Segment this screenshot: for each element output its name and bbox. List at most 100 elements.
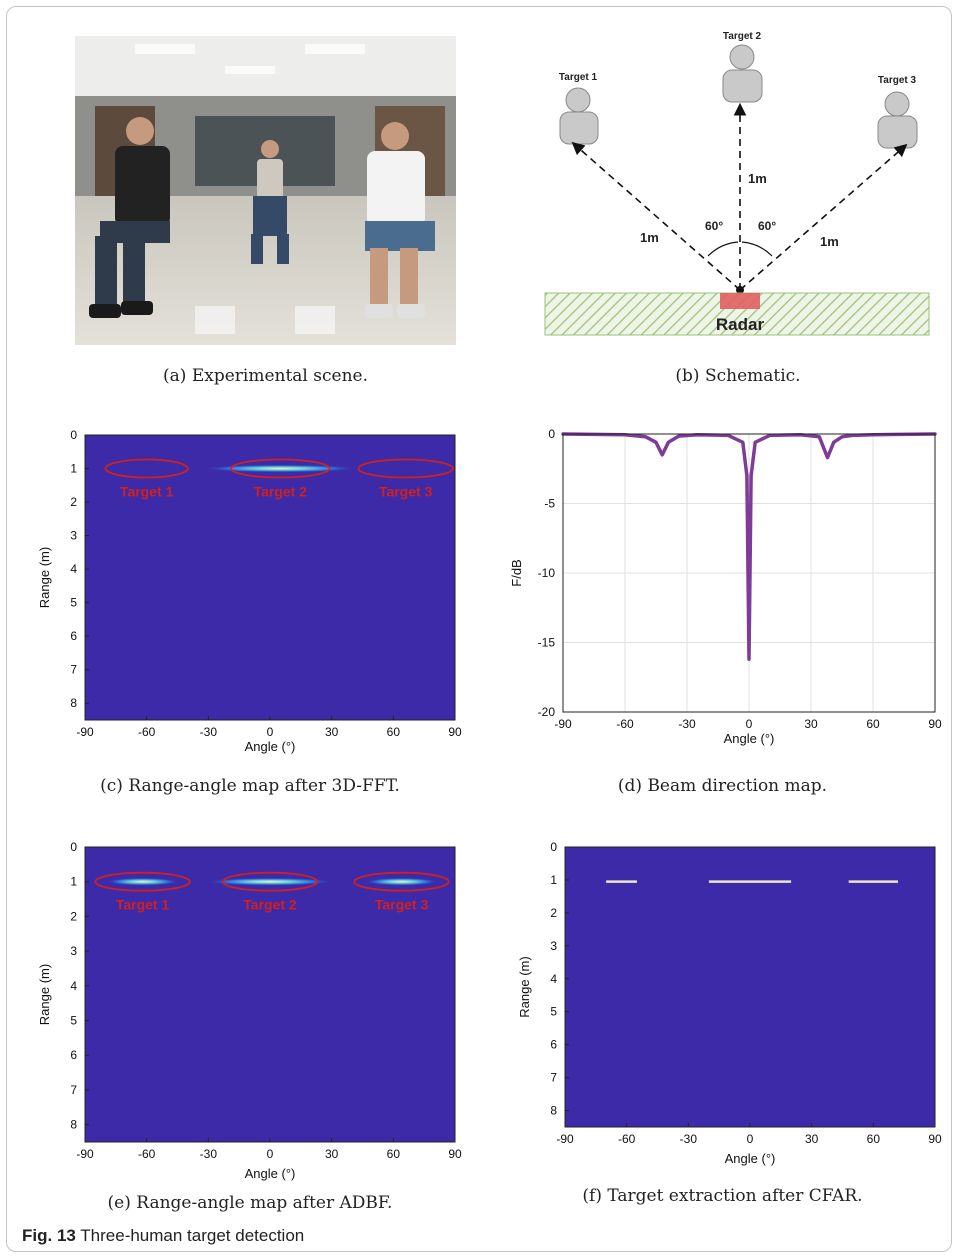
target-ellipse-1 (104, 458, 189, 479)
map-background (565, 847, 935, 1127)
plot-frame (564, 846, 936, 1128)
x-tick-label: -90 (556, 1132, 574, 1146)
y-tick-label: 6 (70, 1048, 77, 1062)
y-tick-label: 8 (70, 1118, 77, 1132)
x-tick-label: 90 (928, 717, 942, 731)
target-2-label: Target 2 (723, 31, 762, 42)
x-tick-label: -60 (138, 1147, 156, 1161)
y-tick-label: 7 (70, 1083, 77, 1097)
x-axis-label: Angle (°) (724, 731, 775, 746)
target-label-1: Target 1 (120, 484, 174, 500)
x-tick-label: 90 (448, 1147, 462, 1161)
x-tick-label: 30 (804, 717, 818, 731)
beam-pattern-line (561, 432, 937, 661)
plot-frame (562, 433, 936, 713)
y-tick-label: 6 (550, 1038, 557, 1052)
x-axis-label: Angle (°) (725, 1151, 776, 1166)
range-angle-map-adbf: -90 -60 -30 0 30 60 90 0 1 2 3 4 5 6 7 8 Angle (°) Range … (37, 840, 462, 1181)
x-tick-label: 0 (746, 717, 753, 731)
intensity-spot (206, 877, 334, 886)
x-tick-label: 60 (866, 717, 880, 731)
y-tick-label: 1 (70, 875, 77, 889)
y-tick-label: 7 (550, 1071, 557, 1085)
caption-e: (e) Range-angle map after ADBF. (107, 1193, 393, 1213)
y-tick-label: 1 (550, 873, 557, 887)
y-tick-label: 8 (550, 1104, 557, 1118)
map-background (85, 847, 455, 1142)
x-axis-label: Angle (°) (245, 739, 296, 754)
y-tick-label: 5 (70, 596, 77, 610)
y-tick-label: 5 (550, 1005, 557, 1019)
distance-label-middle: 1m (748, 171, 767, 186)
x-tick-label: -30 (680, 1132, 698, 1146)
x-tick-label: -90 (76, 725, 94, 739)
y-tick-label: 2 (550, 906, 557, 920)
x-tick-label: -30 (200, 725, 218, 739)
figure-caption: Fig. 13 Three-human target detection (22, 1226, 304, 1246)
radar-label: Radar (716, 315, 765, 334)
y-axis-label: Range (m) (517, 956, 532, 1017)
target-1-label: Target 1 (559, 72, 598, 83)
intensity-spot (203, 464, 358, 473)
y-tick-label: -15 (538, 636, 556, 650)
x-tick-label: 90 (928, 1132, 942, 1146)
target-extraction-cfar: -90 -60 -30 0 30 60 90 0 1 2 3 4 5 6 7 8 Angle (°) Range … (517, 840, 942, 1166)
x-tick-label: -60 (618, 1132, 636, 1146)
x-tick-label: 60 (387, 725, 401, 739)
intensity-spot (105, 877, 180, 886)
y-tick-label: 2 (70, 495, 77, 509)
target-label-2: Target 2 (243, 897, 297, 913)
map-background (85, 435, 455, 720)
y-tick-label: 7 (70, 663, 77, 677)
x-tick-label: -30 (200, 1147, 218, 1161)
angle-label-left: 60° (705, 219, 723, 233)
x-tick-label: 30 (325, 725, 339, 739)
target-ellipse-3 (353, 871, 450, 892)
x-tick-label: -60 (616, 717, 634, 731)
target-2-figure (722, 44, 763, 103)
x-tick-label: 60 (387, 1147, 401, 1161)
y-tick-label: -10 (538, 566, 556, 580)
caption-b: (b) Schematic. (675, 366, 801, 386)
x-tick-label: 90 (448, 725, 462, 739)
target-label-2: Target 2 (254, 484, 308, 500)
y-tick-label: 0 (70, 840, 77, 854)
x-tick-label: -90 (76, 1147, 94, 1161)
target-1-figure (559, 87, 599, 145)
y-tick-label: 4 (70, 979, 77, 993)
y-axis-label: Range (m) (37, 547, 52, 608)
x-tick-label: 60 (867, 1132, 881, 1146)
y-tick-label: 0 (550, 840, 557, 854)
y-tick-label: 0 (70, 428, 77, 442)
target-label-3: Target 3 (375, 897, 429, 913)
target-ellipse-3 (357, 458, 454, 479)
plot-frame (84, 434, 456, 721)
y-axis-label: F/dB (509, 559, 524, 586)
experimental-scene-photo (75, 36, 456, 345)
y-tick-label: 1 (70, 462, 77, 476)
caption-c: (c) Range-angle map after 3D-FFT. (100, 776, 400, 796)
y-axis-label: Range (m) (37, 964, 52, 1025)
caption-d: (d) Beam direction map. (617, 776, 828, 796)
range-angle-map-3dfft: -90 -60 -30 0 30 60 90 0 1 2 3 4 5 6 7 8 Angle (°) Range … (37, 428, 462, 754)
y-tick-label: 3 (70, 944, 77, 958)
beam-direction-map: -90 -60 -30 0 30 60 90 0 -5 -10 -15 -20 Angle (°) F/d… (509, 427, 942, 746)
target-label-3: Target 3 (379, 484, 433, 500)
target-ellipse-2 (221, 871, 319, 892)
y-tick-label: 8 (70, 696, 77, 710)
y-tick-label: 4 (70, 562, 77, 576)
x-tick-label: 30 (325, 1147, 339, 1161)
schematic-diagram: Target 1 Target 2 Target 3 1m 1m 1m 60° … (540, 28, 936, 346)
caption-f: (f) Target extraction after CFAR. (582, 1186, 863, 1206)
x-tick-label: -90 (554, 717, 572, 731)
x-tick-label: -30 (678, 717, 696, 731)
y-tick-label: -20 (538, 705, 556, 719)
y-tick-label: 0 (548, 427, 555, 441)
y-tick-label: 5 (70, 1014, 77, 1028)
target-label-1: Target 1 (116, 897, 170, 913)
target-ellipse-2 (230, 458, 331, 479)
y-tick-label: 4 (550, 972, 557, 986)
figure-frame (6, 6, 952, 1252)
y-tick-label: 2 (70, 909, 77, 923)
target-3-figure (877, 91, 918, 149)
